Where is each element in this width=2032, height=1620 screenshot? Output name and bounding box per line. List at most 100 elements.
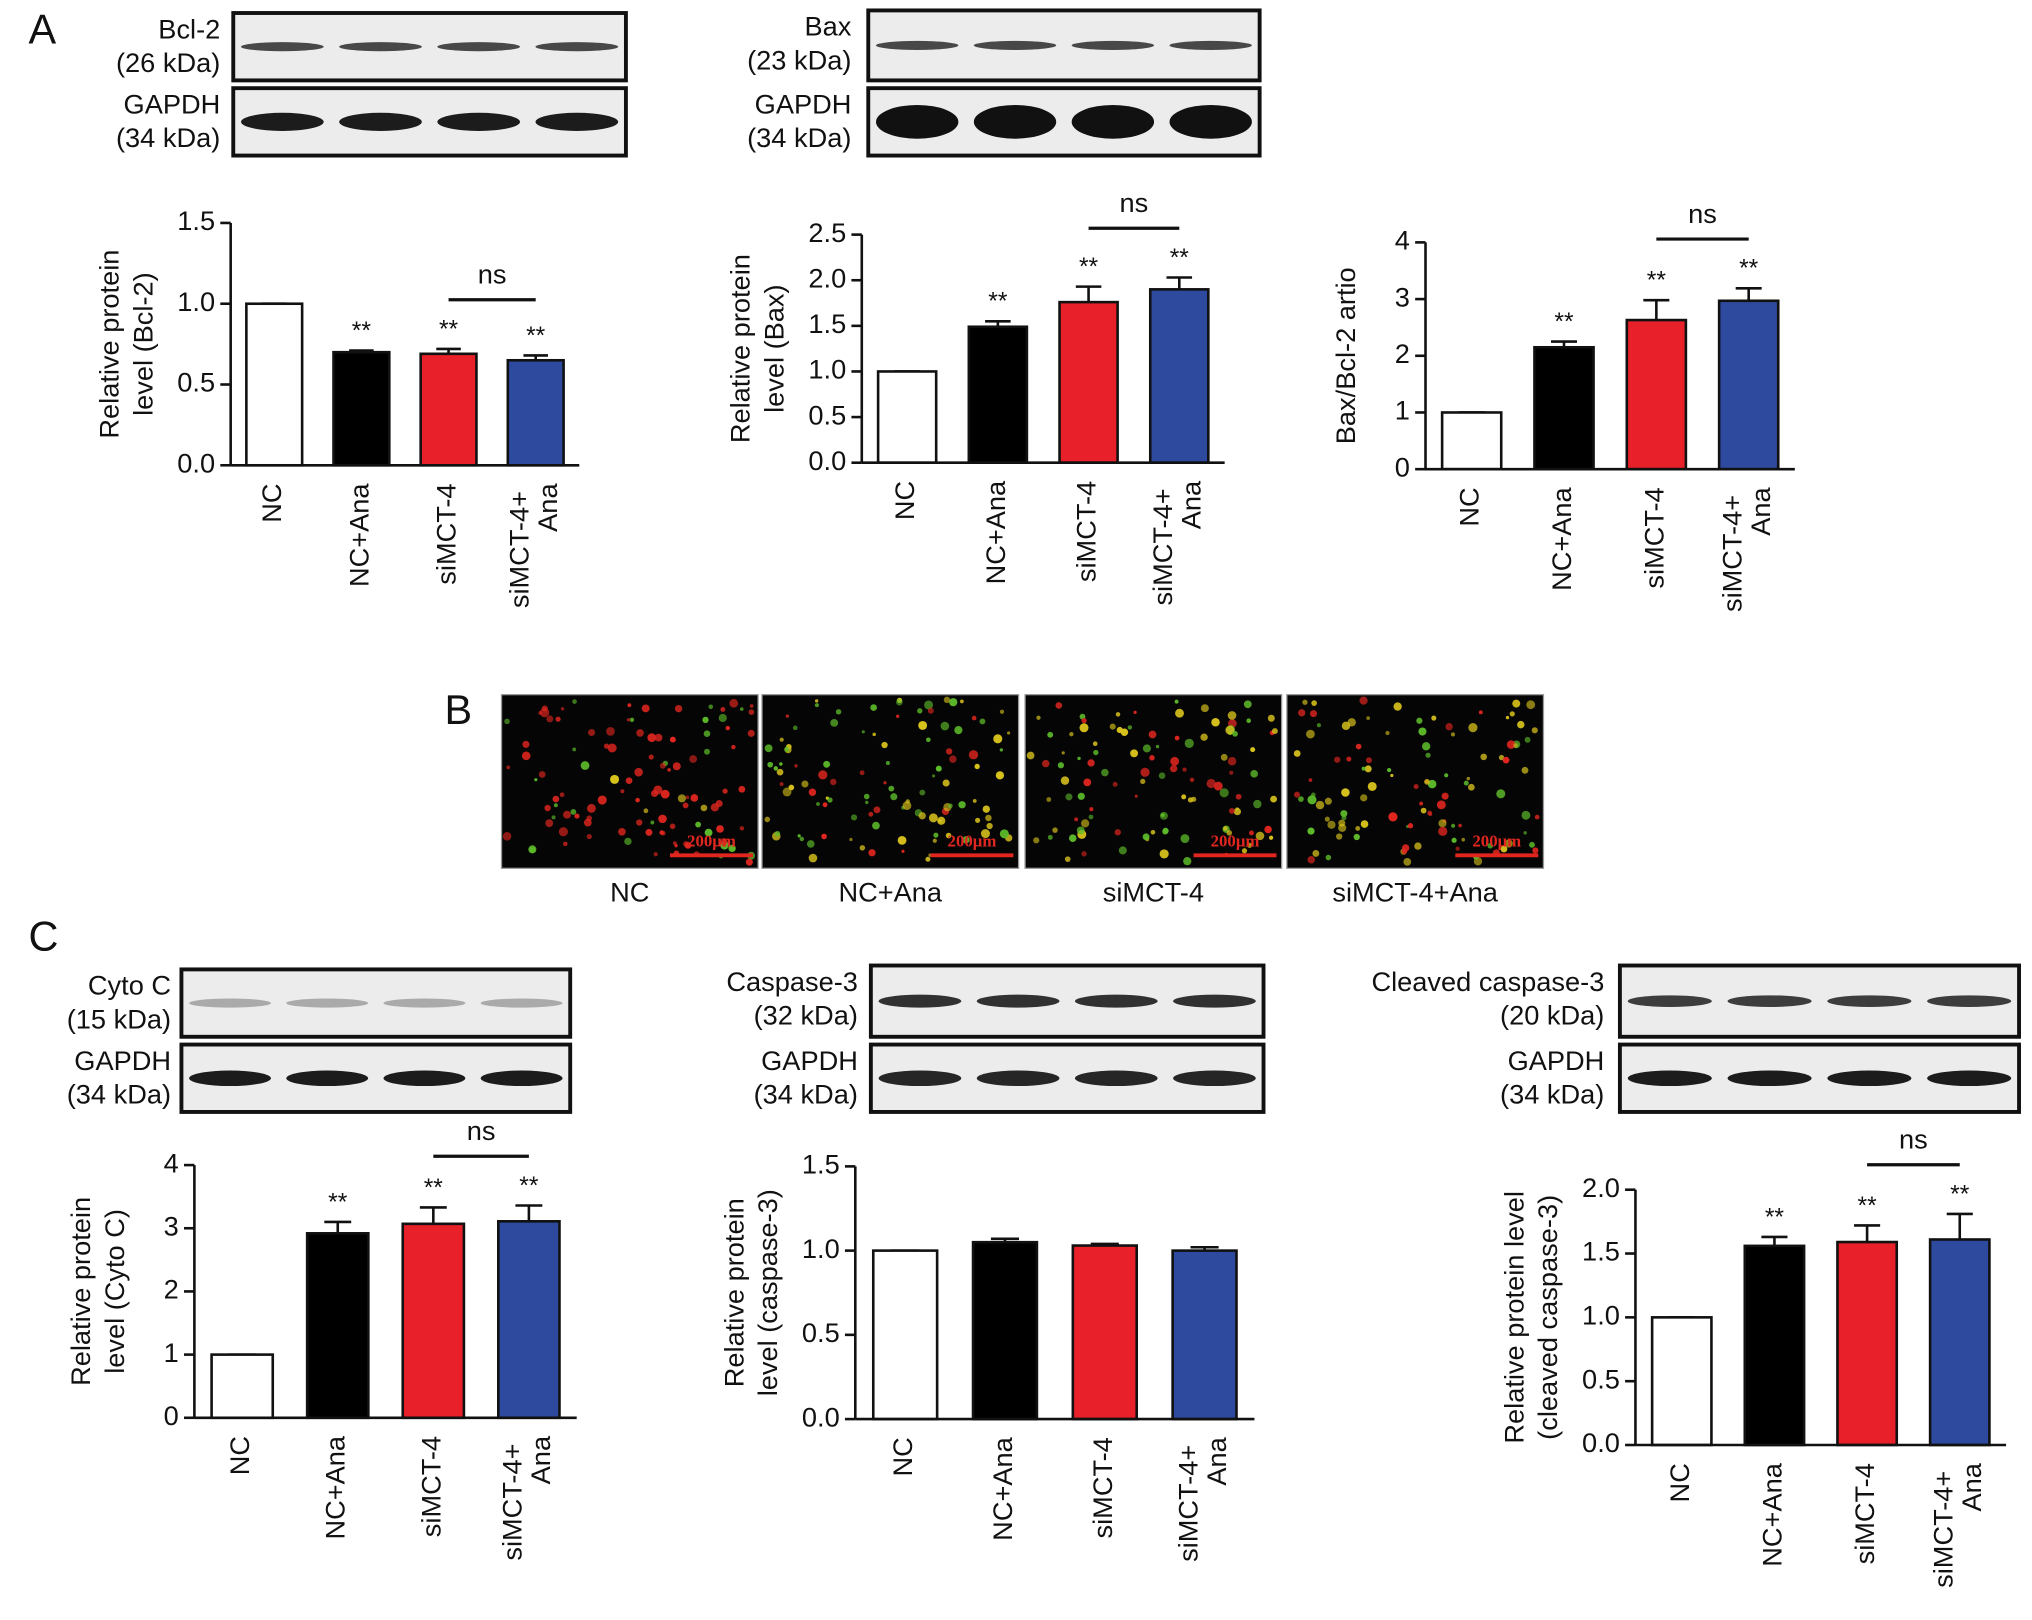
cell <box>1052 827 1058 833</box>
cell <box>553 803 558 808</box>
x-tick-label-line: siMCT-4+ <box>497 1436 528 1561</box>
blot-size: (23 kDa) <box>747 44 851 75</box>
cell <box>1534 814 1540 820</box>
cell <box>1450 732 1456 737</box>
micrograph-label: NC <box>610 876 649 907</box>
cell <box>850 814 858 821</box>
annotation: ns <box>1688 198 1717 229</box>
cell <box>962 836 970 844</box>
cell <box>873 806 881 814</box>
cell <box>1425 752 1431 758</box>
blot-protein: GAPDH <box>74 1045 171 1076</box>
cell <box>1200 704 1209 713</box>
blot-size: (26 kDa) <box>116 47 220 78</box>
cell <box>935 765 942 772</box>
x-tick-label: siMCT-4+ Ana <box>1147 480 1207 606</box>
cell <box>1324 797 1332 805</box>
blot-band <box>1173 1070 1256 1087</box>
significance: ** <box>988 289 1008 316</box>
cell <box>647 733 657 742</box>
cell <box>1468 723 1478 733</box>
cell <box>949 755 957 763</box>
cell <box>779 762 783 766</box>
x-tick-label: NC <box>256 483 287 522</box>
cell <box>1246 718 1251 723</box>
y-tick-label: 0.0 <box>802 1401 840 1432</box>
blot-band <box>1827 995 1912 1007</box>
cell <box>695 821 702 828</box>
cell <box>764 744 773 753</box>
cell <box>918 721 928 730</box>
cell <box>1227 711 1237 720</box>
blot-protein: Cyto C <box>88 970 171 1001</box>
cell <box>1220 753 1228 761</box>
cell <box>1531 727 1538 734</box>
blot-protein: GAPDH <box>755 89 852 120</box>
cell <box>1441 792 1449 800</box>
cell <box>1093 749 1099 756</box>
cell <box>1521 766 1529 774</box>
blot-band <box>875 105 959 139</box>
cell <box>610 774 620 784</box>
cell <box>1436 800 1446 810</box>
cell <box>749 704 754 708</box>
cell <box>872 821 880 830</box>
cell <box>1249 830 1254 836</box>
cell <box>1521 810 1531 820</box>
significance: ** <box>1739 256 1759 283</box>
bar <box>1071 1244 1138 1421</box>
cell <box>731 744 736 750</box>
cell <box>776 768 784 776</box>
cell <box>1235 793 1242 800</box>
cell <box>1200 733 1208 741</box>
blot-band <box>1727 1070 1812 1087</box>
cell <box>1309 710 1318 718</box>
cell <box>949 698 958 707</box>
cell <box>1315 800 1325 810</box>
cell <box>926 737 931 743</box>
cell <box>872 732 876 737</box>
x-tick-label: siMCT-4 <box>1087 1437 1118 1538</box>
cell <box>1219 788 1229 798</box>
cell <box>814 703 819 708</box>
cell <box>704 828 713 837</box>
cell <box>747 729 755 737</box>
x-tick-label: siMCT-4 <box>431 483 462 584</box>
y-axis-label: level (caspase-3) <box>752 1189 783 1396</box>
cell <box>1115 712 1121 717</box>
cell <box>1416 717 1423 724</box>
blot-band <box>1927 1070 2012 1087</box>
x-tick-label: siMCT-4 <box>1849 1463 1880 1564</box>
cell <box>885 761 890 766</box>
bar <box>1171 1249 1238 1421</box>
significance: ** <box>519 1173 539 1200</box>
blot-band <box>339 112 422 131</box>
cell <box>1081 718 1087 724</box>
cell <box>1466 776 1470 781</box>
cell <box>794 764 798 768</box>
cell <box>925 856 931 862</box>
y-tick-label: 0.5 <box>1582 1363 1620 1394</box>
cell <box>982 805 990 813</box>
cell <box>690 794 699 802</box>
x-tick-label: NC <box>889 481 920 520</box>
cell <box>1271 728 1278 735</box>
cell <box>1089 807 1094 812</box>
y-axis-label: Bax/Bcl-2 artio <box>1330 267 1361 444</box>
cell <box>1033 837 1040 844</box>
cell <box>1092 741 1098 747</box>
cell <box>995 771 1005 780</box>
x-tick-label-line: siMCT-4+ <box>1147 481 1178 606</box>
cell <box>1427 779 1437 789</box>
cell <box>1529 841 1535 848</box>
cell <box>1523 831 1527 835</box>
cell <box>716 825 724 833</box>
cell <box>682 802 689 809</box>
blot-band <box>1074 1070 1158 1087</box>
cell <box>729 698 739 708</box>
cell <box>1361 766 1366 771</box>
bar <box>1058 300 1119 464</box>
cell <box>1387 767 1392 773</box>
cell <box>544 804 551 812</box>
